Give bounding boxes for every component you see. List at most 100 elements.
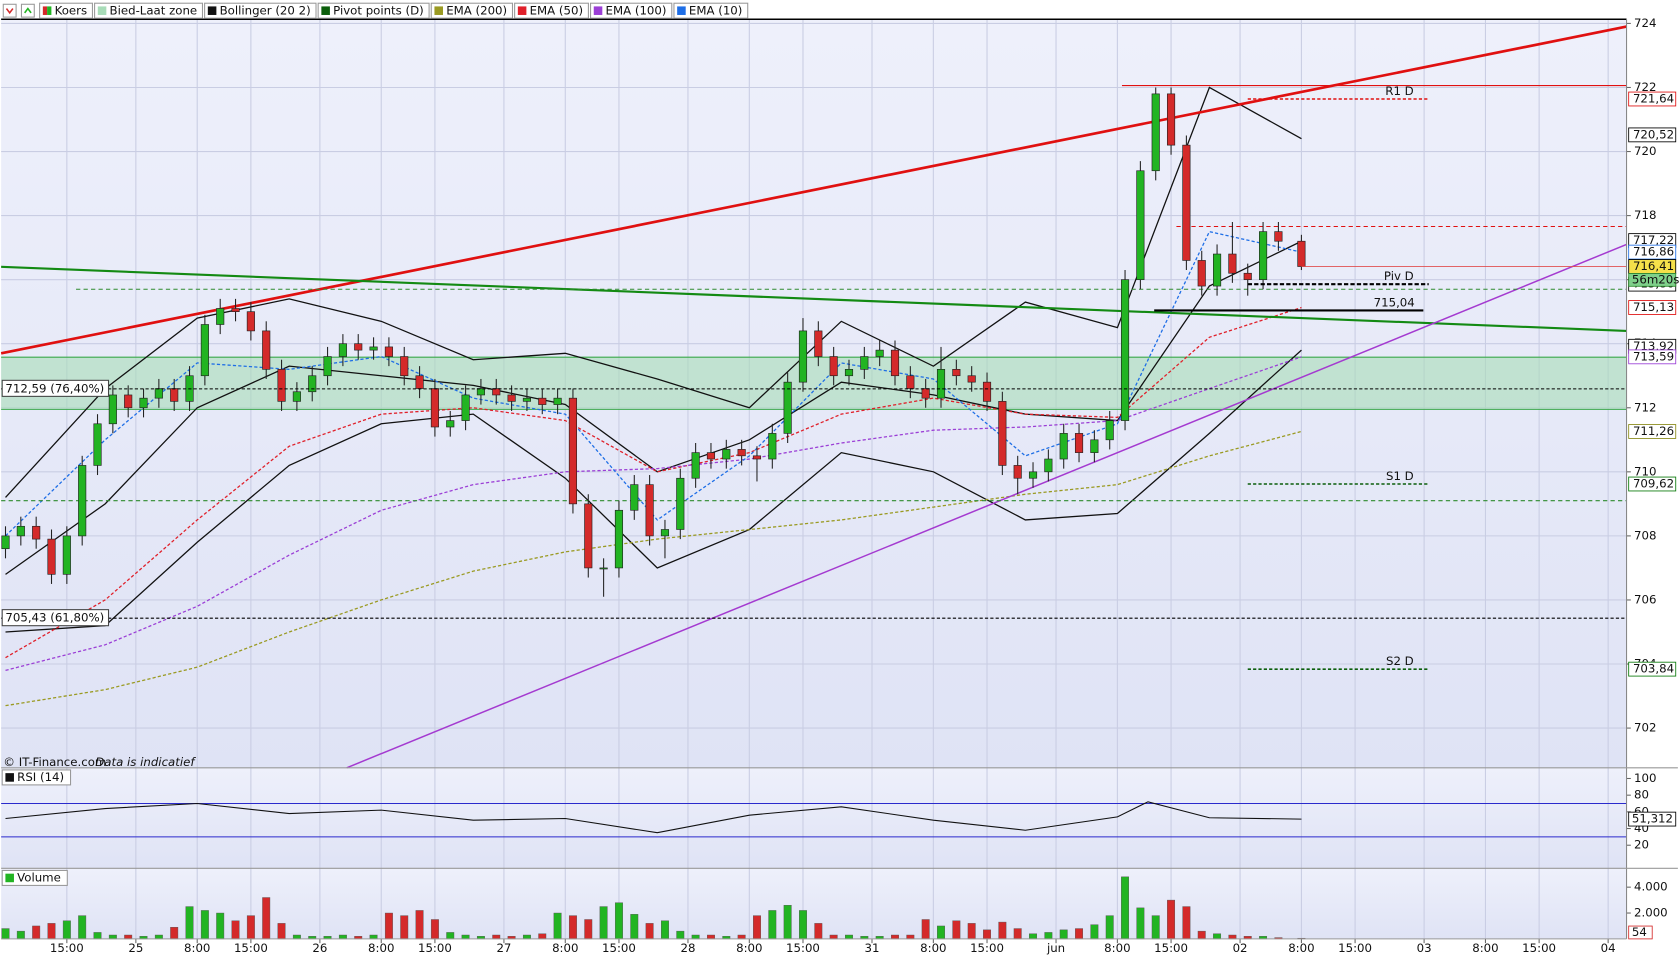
x-tick-label: 15:00 (234, 941, 268, 955)
price-badge (1628, 349, 1677, 365)
candle-body (1074, 433, 1084, 453)
volume-bar (415, 910, 424, 940)
legend-swatch (434, 6, 443, 15)
volume-bar (154, 934, 163, 940)
ema-line (5, 230, 1302, 537)
candle-body (231, 308, 240, 313)
candle-body (814, 330, 823, 357)
candle-body (1028, 471, 1038, 479)
x-tick-label: 15:00 (970, 941, 1004, 955)
candle-body (1059, 433, 1068, 460)
candle-body (645, 484, 654, 537)
candle-body (476, 388, 485, 396)
x-tick-label: 8:00 (1288, 941, 1314, 955)
volume-bar (737, 934, 746, 940)
legend-item[interactable] (590, 2, 673, 19)
x-tick-label: 8:00 (1104, 941, 1130, 955)
volume-bar (430, 919, 439, 940)
x-tick-label: 25 (128, 941, 143, 955)
legend-item[interactable] (94, 2, 204, 19)
volume-bar (1167, 899, 1176, 940)
pivot-label: S1 D (1386, 469, 1414, 483)
legend-item[interactable] (39, 2, 93, 19)
volume-bar (753, 915, 761, 940)
volume-panel (1, 868, 1627, 939)
volume-bar (1136, 907, 1145, 940)
ema-line (5, 356, 1302, 671)
bollinger-middle (5, 240, 1302, 575)
legend-label: Bied-Laat zone (110, 4, 198, 18)
panel-tag (1, 769, 72, 786)
level-label: 705,43 (61,80%) (5, 611, 104, 625)
volume-bar (108, 934, 117, 940)
volume-bar (492, 934, 501, 940)
price-badge-label: 717,22 (1633, 233, 1674, 247)
candle-body (323, 356, 332, 377)
volume-bar (216, 912, 225, 940)
x-tick-label: 15:00 (1154, 941, 1188, 955)
candle-body (93, 423, 102, 466)
x-tick-label: 04 (1601, 941, 1616, 955)
legend-item[interactable] (204, 2, 317, 19)
volume-bar (369, 934, 378, 940)
candle-body (78, 465, 87, 537)
candle-body (1182, 144, 1191, 261)
candle-body (783, 381, 792, 434)
candle-body (829, 356, 838, 377)
legend-item[interactable] (317, 2, 430, 19)
volume-bar (1213, 933, 1222, 940)
volume-bar (998, 921, 1007, 940)
panel-tag (1, 869, 68, 886)
candle-body (676, 477, 685, 530)
volume-bar (937, 925, 945, 940)
volume-bar (1121, 876, 1130, 940)
trendline (0, 25, 1627, 355)
x-tick-label: 15:00 (1522, 941, 1556, 955)
volume-bar (1, 928, 10, 940)
price-badge (1628, 661, 1677, 677)
volume-bar (783, 905, 792, 940)
candle-body (553, 397, 562, 405)
countdown-badge (1628, 273, 1677, 287)
rsi-panel (1, 767, 1627, 869)
y-tick-label: 706 (1634, 592, 1656, 606)
candle-body (62, 535, 71, 575)
volume-bar (1197, 930, 1206, 940)
legend-swatch (593, 6, 603, 15)
candle-body (369, 346, 378, 351)
volume-bar (32, 925, 41, 940)
price-badge (1628, 91, 1677, 107)
candle-body (1013, 465, 1022, 479)
candle-body (752, 455, 762, 460)
y-tick-label: 710 (1634, 464, 1656, 478)
candle-body (1166, 93, 1176, 146)
candle-body (507, 394, 516, 402)
y-tick-label: 80 (1634, 788, 1649, 802)
volume-bar (170, 927, 179, 940)
candle-body (430, 388, 439, 428)
y-tick-label: 720 (1634, 144, 1656, 158)
volume-bar (62, 920, 71, 940)
candle-body (1259, 231, 1268, 280)
candle-body (844, 369, 854, 377)
candle-body (538, 397, 547, 405)
legend-item[interactable] (430, 2, 514, 19)
toolbar-icon[interactable] (2, 3, 17, 18)
bollinger-upper (5, 86, 1302, 498)
legend-item[interactable] (514, 2, 589, 19)
volume-bar (246, 915, 255, 940)
volume-bar (599, 906, 608, 940)
volume-bar (78, 915, 87, 940)
y-tick-label: 20 (1634, 838, 1649, 852)
volume-bar (906, 934, 915, 940)
countdown: 56m20s (1632, 272, 1679, 286)
legend-item[interactable] (673, 2, 749, 19)
candle-body (706, 452, 716, 460)
panel-tag-swatch (5, 873, 14, 883)
candle-body (139, 397, 148, 409)
price-badge-label: 709,62 (1633, 477, 1674, 491)
volume-bar (891, 934, 899, 940)
trendline (346, 243, 1627, 769)
price-badge (1628, 300, 1677, 315)
toolbar-icon[interactable] (20, 3, 35, 18)
